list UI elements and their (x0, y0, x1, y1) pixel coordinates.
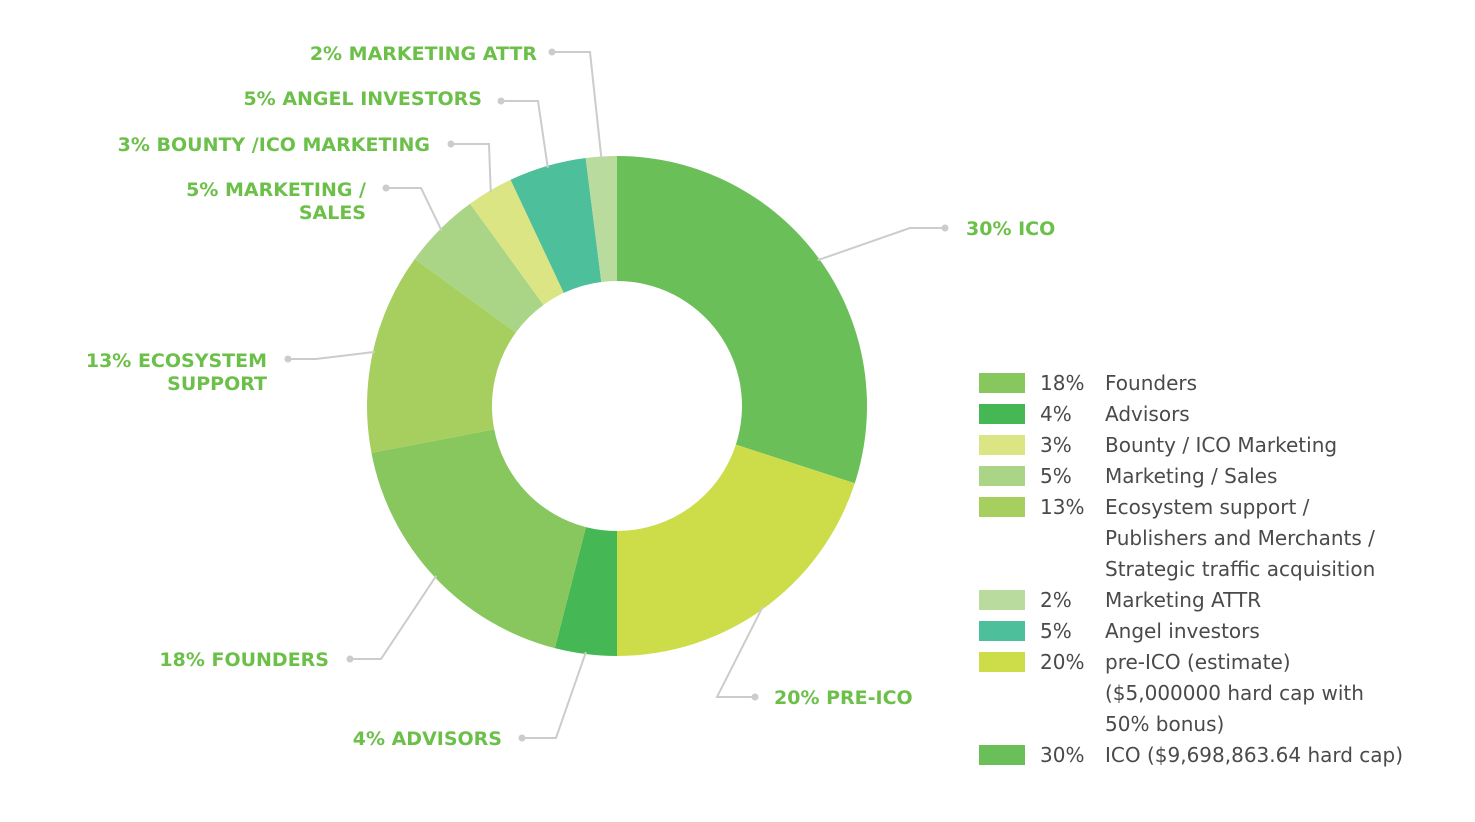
slice-advisors (554, 527, 617, 656)
slice-label-pre-ico: 20% PRE-ICO (774, 687, 913, 709)
leader-line-angel-investors (501, 100, 549, 168)
leader-line-marketing-sales (386, 187, 443, 232)
leader-dot-bounty-ico-marketing (447, 140, 455, 148)
legend-label: Ecosystem support / (1105, 495, 1310, 519)
legend-label: Bounty / ICO Marketing (1105, 433, 1337, 457)
legend-label: 50% bonus) (1105, 712, 1224, 736)
legend-pct: 30% (1040, 743, 1084, 767)
legend-label: Strategic traffic acquisition (1105, 557, 1375, 581)
leader-dot-marketing-sales (382, 184, 390, 192)
legend-swatch-marketing-attr (979, 590, 1025, 610)
slice-founders (371, 429, 586, 649)
legend-label: ICO ($9,698,863.64 hard cap) (1105, 743, 1403, 767)
slice-angel-investors (510, 157, 602, 293)
legend-label: Marketing / Sales (1105, 464, 1277, 488)
slice-pre-ico (617, 444, 855, 656)
slice-marketing-sales (414, 203, 544, 333)
legend-pct: 3% (1040, 433, 1072, 457)
legend-label: Publishers and Merchants / (1105, 526, 1375, 550)
legend-pct: 2% (1040, 588, 1072, 612)
donut-slices (366, 156, 868, 656)
legend-pct: 4% (1040, 402, 1072, 426)
slice-bounty-ico-marketing (470, 179, 564, 305)
slice-ico (617, 156, 868, 484)
leader-lines (284, 48, 949, 742)
legend-label: Founders (1105, 371, 1197, 395)
slice-label-ecosystem-support: 13% ECOSYSTEM (86, 350, 267, 372)
legend-label: Advisors (1105, 402, 1190, 426)
legend-swatch-advisors (979, 404, 1025, 424)
slice-label-marketing-sales: 5% MARKETING / (186, 179, 366, 201)
legend-swatch-pre-ico-estimate (979, 652, 1025, 672)
leader-dot-pre-ico (751, 693, 759, 701)
legend-label: pre-ICO (estimate) (1105, 650, 1291, 674)
legend-swatch-ecosystem-support (979, 497, 1025, 517)
leader-line-marketing-attr (552, 51, 603, 159)
legend-swatch-bounty-ico-marketing (979, 435, 1025, 455)
legend-swatch-marketing-sales (979, 466, 1025, 486)
legend: 18% Founders 4% Advisors 3% Bounty / ICO Mark… (979, 371, 1403, 767)
slice-marketing-attr (585, 156, 617, 282)
slice-label-ico: 30% ICO (966, 218, 1055, 240)
leader-line-advisors (522, 651, 587, 739)
leader-dot-marketing-attr (548, 48, 556, 56)
legend-label: ($5,000000 hard cap with (1105, 681, 1364, 705)
slice-labels: 30% ICO 20% PRE-ICO 4% ADVISORS 18% FOUNDER… (86, 43, 1055, 750)
leader-dot-advisors (518, 734, 526, 742)
leader-line-ico (817, 227, 945, 262)
leader-dot-founders (346, 655, 354, 663)
legend-swatch-ico-9-698-863-64-hard-cap (979, 745, 1025, 765)
legend-pct: 20% (1040, 650, 1084, 674)
slice-label-marketing-sales-line-2: SALES (299, 202, 366, 224)
slice-label-founders: 18% FOUNDERS (159, 649, 329, 671)
legend-pct: 13% (1040, 495, 1084, 519)
legend-swatch-angel-investors (979, 621, 1025, 641)
leader-line-bounty-ico-marketing (451, 143, 492, 193)
slice-ecosystem-support (366, 259, 516, 453)
legend-label: Angel investors (1105, 619, 1260, 643)
slice-label-bounty-ico-marketing: 3% BOUNTY /ICO MARKETING (118, 134, 430, 156)
leader-line-ecosystem-support (288, 350, 376, 360)
legend-pct: 5% (1040, 464, 1072, 488)
slice-label-ecosystem-support-line-2: SUPPORT (167, 373, 267, 395)
legend-label: Marketing ATTR (1105, 588, 1261, 612)
leader-dot-angel-investors (497, 97, 505, 105)
legend-swatch-founders (979, 373, 1025, 393)
leader-dot-ecosystem-support (284, 355, 292, 363)
leader-line-pre-ico (715, 606, 764, 698)
leader-line-founders (350, 575, 438, 660)
legend-pct: 5% (1040, 619, 1072, 643)
legend-pct: 18% (1040, 371, 1084, 395)
leader-dot-ico (941, 224, 949, 232)
slice-label-marketing-attr: 2% MARKETING ATTR (310, 43, 538, 65)
slice-label-advisors: 4% ADVISORS (353, 728, 502, 750)
slice-label-angel-investors: 5% ANGEL INVESTORS (243, 88, 482, 110)
